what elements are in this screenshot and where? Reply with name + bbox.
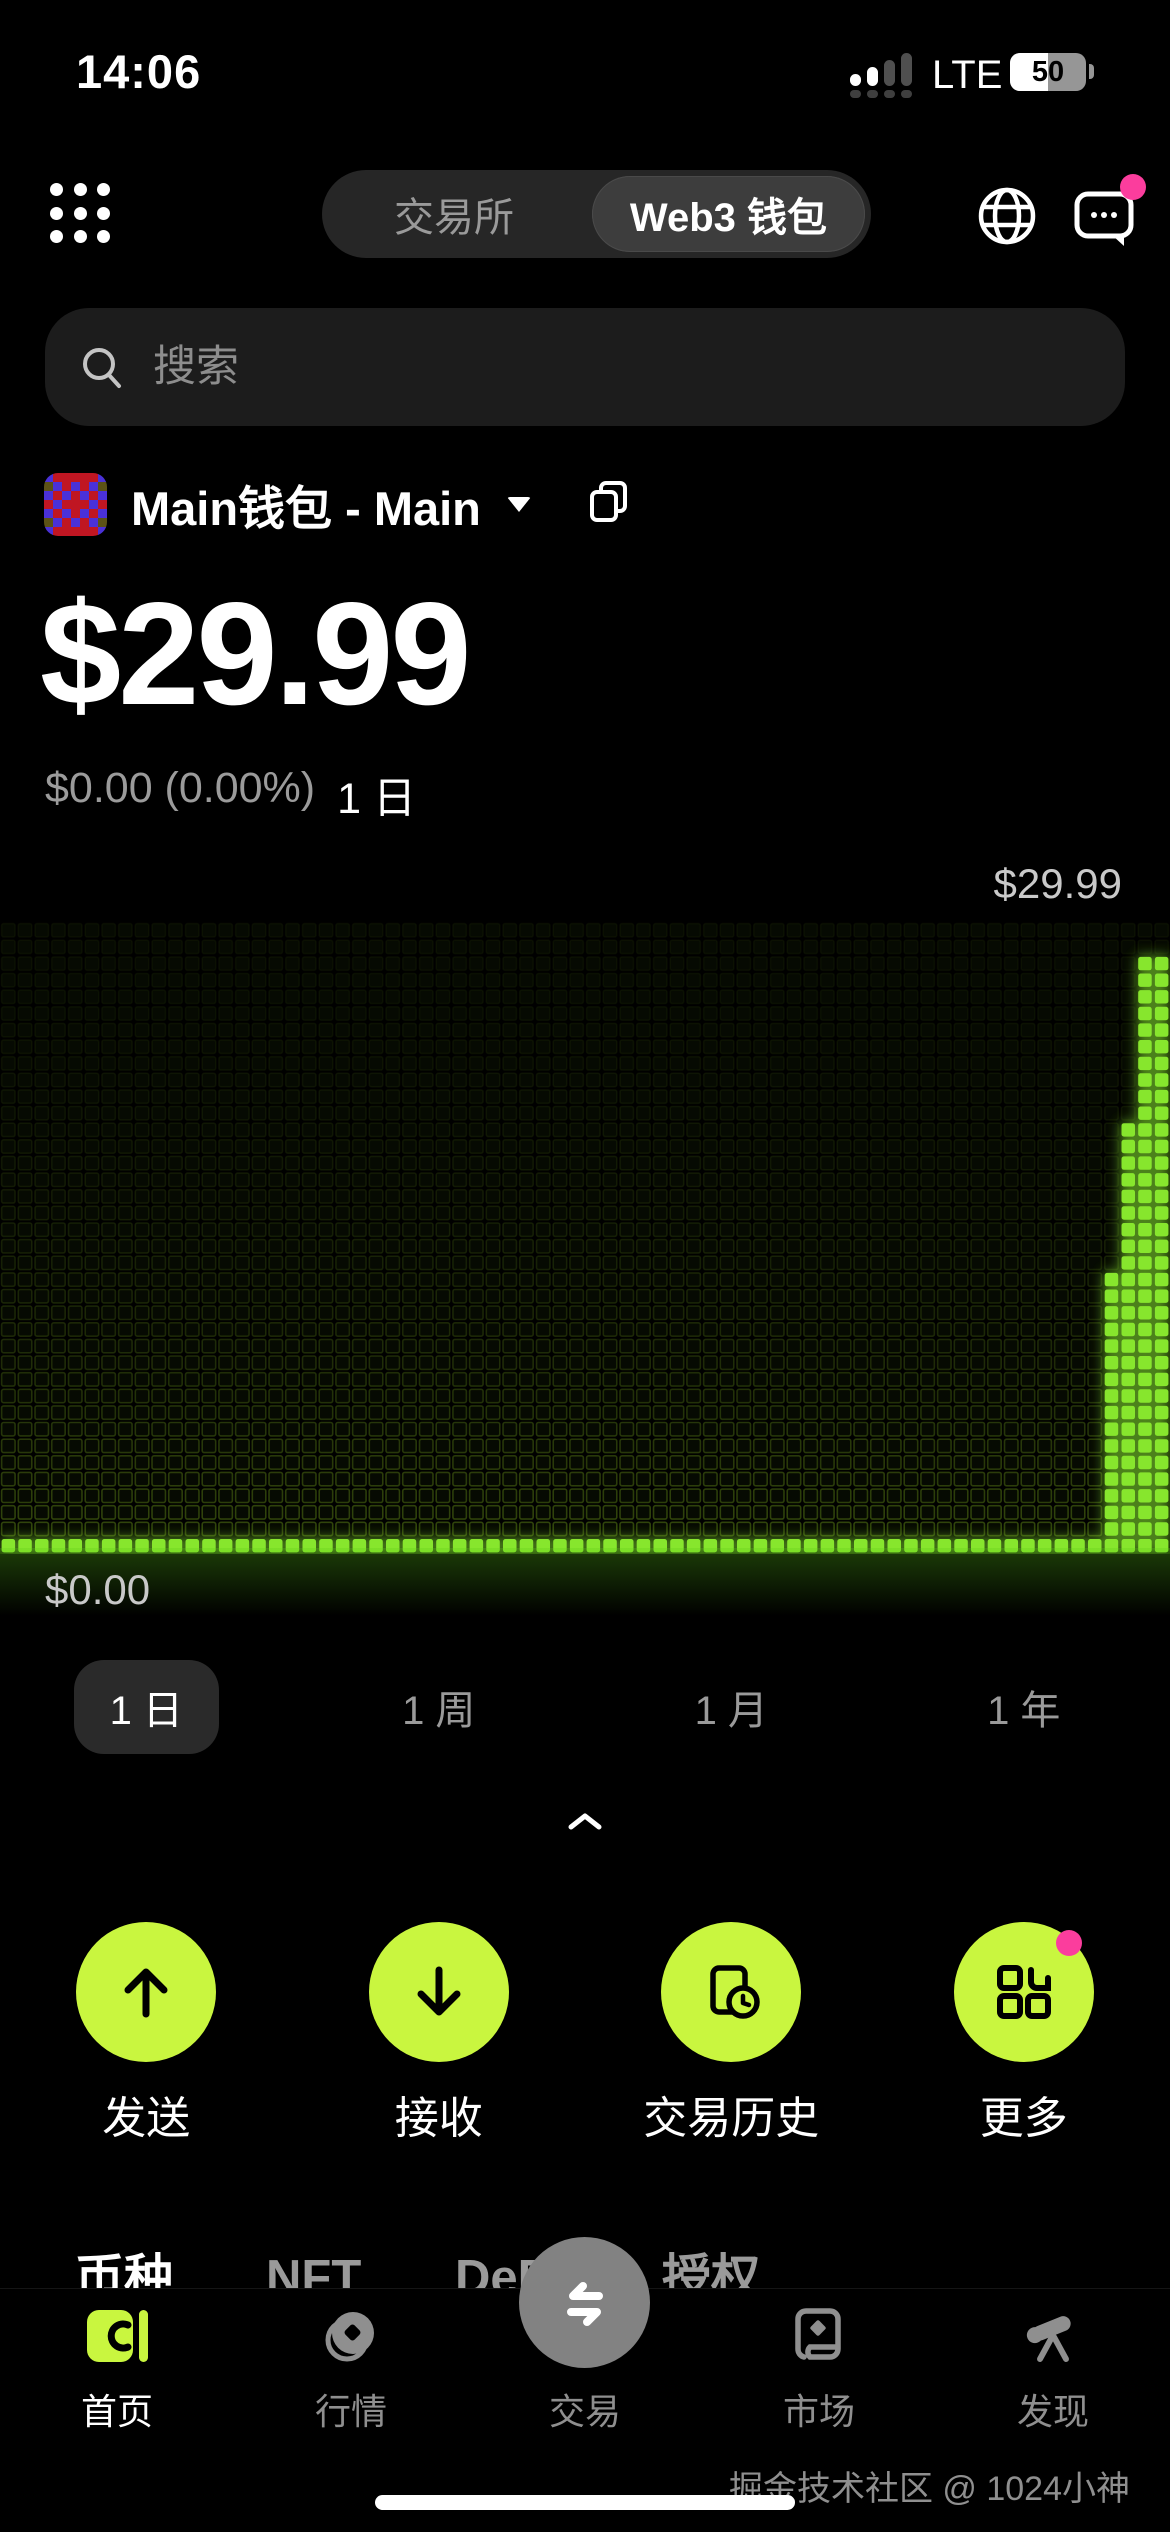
chat-icon[interactable] bbox=[1072, 188, 1136, 255]
balance-change: $0.00 (0.00%) bbox=[45, 764, 316, 812]
card-icon bbox=[795, 2308, 841, 2360]
tab-nft[interactable]: NFT bbox=[266, 2251, 362, 2288]
network-type-label: LTE bbox=[932, 53, 1003, 97]
tab-exchange[interactable]: 交易所 bbox=[393, 196, 514, 240]
watermark: 掘金技术社区 @ 1024小神 bbox=[728, 2470, 1130, 2508]
range-tab-1y[interactable]: 1 年 bbox=[987, 1689, 1061, 1733]
led-matrix-chart[interactable] bbox=[0, 922, 1170, 1554]
nav-home[interactable]: 首页 bbox=[0, 2303, 234, 2435]
action-buttons-row: 发送 接收 交易历史 bbox=[0, 1922, 1170, 2146]
status-time: 14:06 bbox=[76, 45, 202, 98]
range-tab-1d[interactable]: 1 日 bbox=[73, 1660, 219, 1754]
home-indicator[interactable] bbox=[375, 2495, 795, 2510]
trade-button[interactable] bbox=[519, 2237, 650, 2368]
transaction-history-button[interactable]: 交易历史 bbox=[585, 1922, 878, 2146]
tab-approvals[interactable]: 授权 bbox=[662, 2251, 761, 2288]
wallet-selector[interactable]: Main钱包 - Main bbox=[44, 472, 631, 536]
battery-percent: 50 bbox=[1031, 55, 1065, 88]
balance-change-period: 1 日 bbox=[337, 775, 416, 823]
bottom-nav: 首页 行情 交易 bbox=[0, 2237, 1170, 2532]
more-grid-icon bbox=[996, 1965, 1051, 2019]
wallet-home-icon bbox=[87, 2310, 148, 2362]
signal-strength-icon bbox=[850, 53, 920, 98]
search-bar[interactable] bbox=[45, 308, 1125, 426]
chart-glow bbox=[0, 1548, 1170, 1628]
chart-min-label: $0.00 bbox=[45, 1566, 151, 1613]
more-badge bbox=[1055, 1930, 1082, 1956]
battery-nub bbox=[1089, 64, 1094, 79]
time-range-tabs: 1 日 1 周 1 月 1 年 bbox=[0, 1660, 1170, 1754]
telescope-icon bbox=[1026, 2316, 1071, 2362]
nav-trade[interactable]: 交易 bbox=[548, 2391, 621, 2432]
notification-badge bbox=[1120, 174, 1146, 200]
search-icon bbox=[83, 348, 121, 388]
globe-icon[interactable] bbox=[976, 185, 1038, 252]
battery-icon: 50 bbox=[1010, 53, 1086, 91]
total-balance: $29.99 bbox=[40, 572, 472, 735]
nav-market[interactable]: 市场 bbox=[702, 2303, 936, 2435]
coin-icon bbox=[325, 2312, 374, 2362]
wallet-avatar bbox=[44, 472, 107, 536]
swap-icon bbox=[566, 2281, 603, 2326]
receive-button[interactable]: 接收 bbox=[293, 1922, 586, 2146]
history-doc-icon bbox=[710, 1965, 760, 2019]
tab-web3-wallet[interactable]: Web3 钱包 bbox=[591, 176, 865, 252]
send-button[interactable]: 发送 bbox=[0, 1922, 293, 2146]
tab-tokens[interactable]: 币种 bbox=[75, 2251, 174, 2288]
exchange-wallet-switch: 交易所 Web3 钱包 bbox=[322, 170, 871, 258]
arrow-down-icon bbox=[417, 1966, 461, 2016]
copy-address-icon[interactable] bbox=[587, 479, 631, 530]
asset-tabs-row: 币种 NFT DeFi 授权 bbox=[0, 2250, 1170, 2288]
range-tab-1w[interactable]: 1 周 bbox=[402, 1689, 476, 1733]
chevron-down-icon bbox=[506, 496, 531, 512]
arrow-up-icon bbox=[124, 1968, 168, 2018]
more-button[interactable]: 更多 bbox=[878, 1922, 1170, 2146]
wallet-name: Main钱包 - Main bbox=[131, 481, 481, 535]
nav-discover[interactable]: 发现 bbox=[936, 2303, 1170, 2435]
nav-markets[interactable]: 行情 bbox=[234, 2303, 468, 2435]
search-input[interactable] bbox=[151, 341, 1091, 393]
menu-grid-icon[interactable] bbox=[50, 183, 112, 245]
range-tab-1m[interactable]: 1 月 bbox=[694, 1689, 768, 1733]
chart-max-label: $29.99 bbox=[993, 860, 1122, 907]
collapse-chevron-icon[interactable] bbox=[565, 1812, 605, 1837]
balance-change-row: $0.00 (0.00%) 1 日 bbox=[45, 764, 416, 826]
